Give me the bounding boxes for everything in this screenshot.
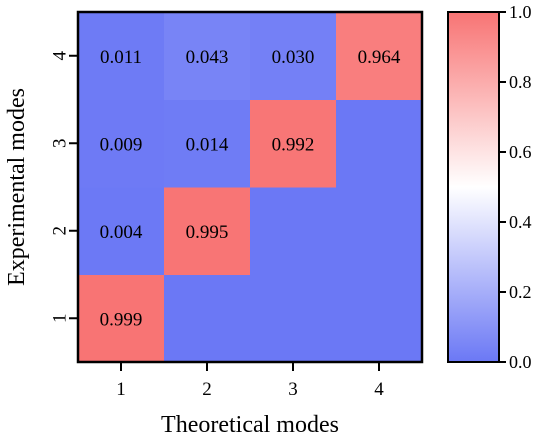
- y-axis-label: Experimental modes: [4, 88, 30, 286]
- colorbar: 0.0 0.2 0.4 0.6 0.8 1.0: [447, 2, 532, 372]
- heatmap-cell-r4-c2: [164, 12, 251, 100]
- colorbar-tick-label: 0.4: [509, 212, 532, 232]
- y-tick-label: 1: [49, 314, 70, 324]
- heatmap-cell-r1-c1: [78, 274, 165, 363]
- x-tick-label: 3: [288, 379, 298, 400]
- cell-value-label: 0.011: [100, 47, 142, 68]
- heatmap-cell-r2-c1: [78, 187, 165, 275]
- x-axis-ticks: 1 2 3 4: [116, 362, 384, 400]
- colorbar-frame: [447, 11, 500, 363]
- heatmap-cells: [78, 12, 423, 363]
- x-tick-label: 1: [116, 379, 126, 400]
- colorbar-gradient: [448, 12, 499, 362]
- y-tick-label: 3: [49, 139, 70, 149]
- heatmap-cell-r1-c3: [250, 274, 337, 363]
- heatmap-cell-r3-c3: [250, 99, 337, 188]
- cell-value-label: 0.995: [186, 222, 229, 243]
- cell-value-label: 0.999: [100, 309, 143, 330]
- colorbar-tick-label: 0.8: [509, 72, 532, 92]
- heatmap-cell-r1-c2: [164, 274, 251, 363]
- x-tick-label: 4: [374, 379, 384, 400]
- heatmap-cell-r2-c4: [336, 187, 423, 275]
- x-axis-label: Theoretical modes: [161, 412, 339, 438]
- cell-value-label: 0.014: [186, 134, 229, 155]
- heatmap-cell-r2-c2: [164, 187, 251, 275]
- heatmap-cell-r3-c4: [336, 99, 423, 188]
- y-axis-ticks: 1 2 3 4: [49, 51, 78, 324]
- cell-value-label: 0.030: [272, 47, 315, 68]
- heatmap-cell-r3-c1: [78, 99, 165, 188]
- cell-value-label: 0.964: [358, 47, 401, 68]
- heatmap-cell-r4-c1: [78, 12, 165, 100]
- colorbar-tick-label: 1.0: [509, 2, 532, 22]
- plot-frame: [76, 10, 424, 364]
- colorbar-tick-label: 0.2: [509, 282, 532, 302]
- x-tick-label: 2: [202, 379, 212, 400]
- y-tick-label: 2: [49, 226, 70, 236]
- y-tick-label: 4: [49, 51, 70, 61]
- heatmap-cell-r2-c3: [250, 187, 337, 275]
- heatmap-cell-r1-c4: [336, 274, 423, 363]
- colorbar-tick-label: 0.0: [509, 352, 532, 372]
- cell-value-label: 0.992: [272, 134, 315, 155]
- colorbar-ticks: 0.0 0.2 0.4 0.6 0.8 1.0: [499, 2, 532, 372]
- heatmap-cell-r4-c3: [250, 12, 337, 100]
- heatmap-cell-r3-c2: [164, 99, 251, 188]
- heatmap-cell-labels: 0.999 0.004 0.995 0.009 0.014 0.992 0.011 0.043…: [100, 47, 401, 331]
- heatmap-cell-r4-c4: [336, 12, 423, 100]
- cell-value-label: 0.004: [100, 222, 143, 243]
- cell-value-label: 0.009: [100, 134, 143, 155]
- colorbar-tick-label: 0.6: [509, 142, 532, 162]
- cell-value-label: 0.043: [186, 47, 229, 68]
